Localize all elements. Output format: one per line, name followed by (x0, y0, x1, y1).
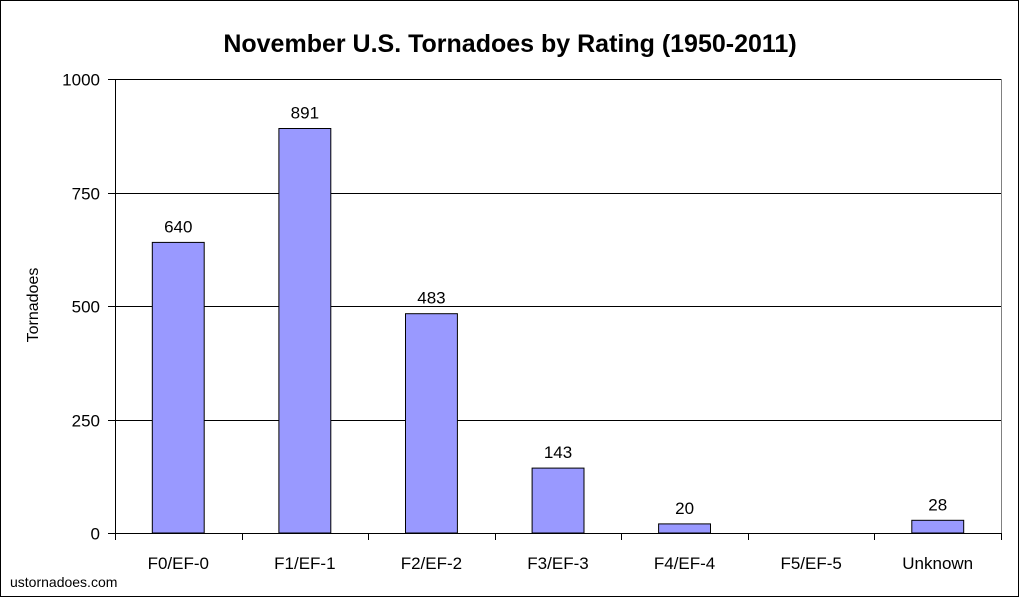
y-tick-label: 0 (91, 525, 100, 544)
y-tick-label: 500 (72, 298, 100, 317)
axes (108, 79, 1002, 540)
x-tick-label: F3/EF-3 (527, 554, 588, 573)
y-tick-label: 1000 (62, 71, 100, 90)
y-axis-label: Tornadoes (25, 268, 42, 343)
data-label: 28 (928, 495, 947, 514)
data-label: 483 (417, 289, 445, 308)
bar (658, 523, 711, 534)
bar (151, 241, 205, 534)
source-credit: ustornadoes.com (10, 574, 117, 590)
chart-title: November U.S. Tornadoes by Rating (1950-… (223, 30, 796, 58)
x-tick-label: F5/EF-5 (780, 554, 841, 573)
bar (531, 467, 585, 534)
bar (911, 519, 965, 534)
x-tick-label: F4/EF-4 (654, 554, 715, 573)
x-tick-label: F1/EF-1 (274, 554, 335, 573)
data-label: 891 (291, 104, 319, 123)
data-label: 20 (675, 499, 694, 518)
y-tick-labels: 0 250 500 750 1000 (62, 71, 100, 544)
x-tick-label: F0/EF-0 (148, 554, 209, 573)
gridlines (115, 79, 1001, 421)
data-label: 143 (544, 443, 572, 462)
data-labels: 640 891 483 143 20 28 (164, 104, 947, 518)
x-tick-labels: F0/EF-0 F1/EF-1 F2/EF-2 F3/EF-3 F4/EF-4 F5/EF… (148, 554, 974, 573)
x-tick-label: Unknown (902, 554, 973, 573)
data-label: 640 (164, 217, 192, 236)
y-tick-label: 750 (72, 185, 100, 204)
bar (405, 313, 458, 534)
x-tick-label: F2/EF-2 (401, 554, 462, 573)
bar (278, 128, 332, 534)
y-tick-label: 250 (72, 412, 100, 431)
